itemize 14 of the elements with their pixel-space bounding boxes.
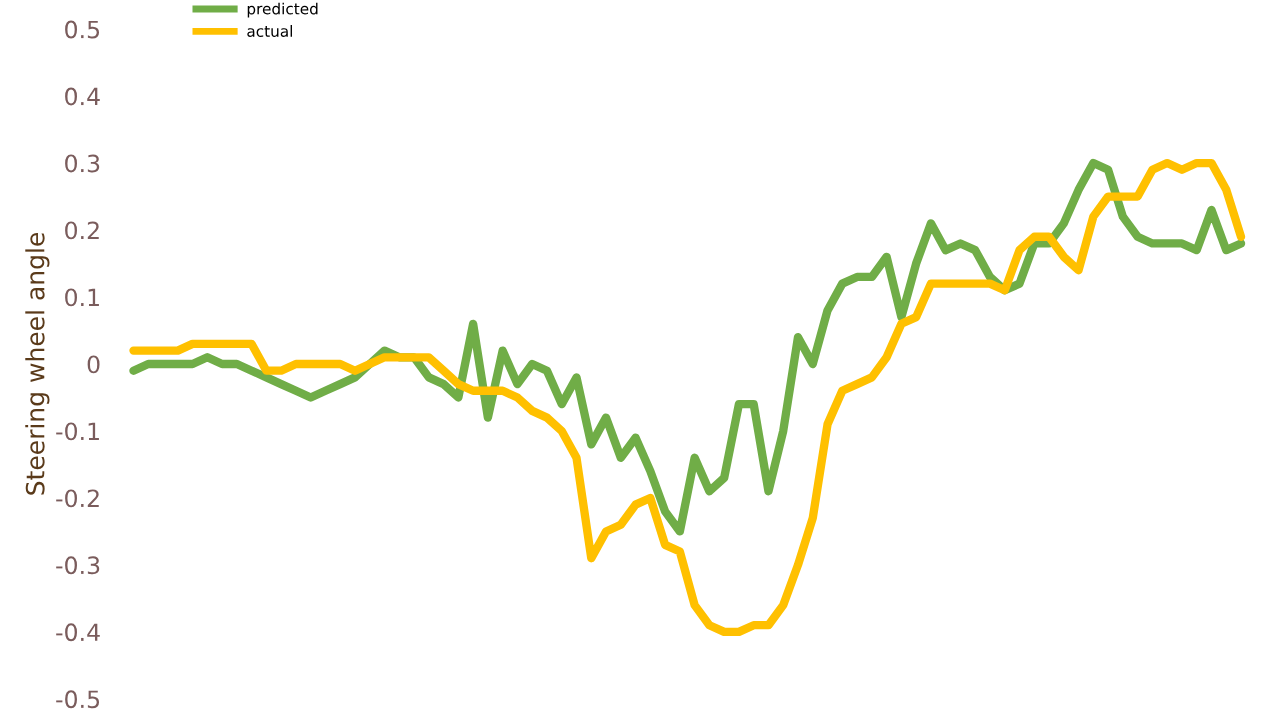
y-tick-label: 0.1 bbox=[65, 288, 99, 307]
y-tick-label: -0.3 bbox=[56, 556, 100, 575]
y-tick-label: -0.4 bbox=[56, 623, 100, 642]
y-tick-label: 0.2 bbox=[65, 221, 99, 240]
legend-label: actual bbox=[247, 25, 292, 37]
y-tick-label: 0.5 bbox=[65, 20, 100, 39]
y-tick-label: -0.2 bbox=[56, 489, 99, 508]
legend-label: predicted bbox=[247, 2, 318, 18]
y-tick-label: -0.1 bbox=[56, 422, 99, 441]
y-tick-label: 0.4 bbox=[65, 87, 100, 106]
y-tick-label: 0 bbox=[87, 355, 100, 374]
y-tick-label: 0.3 bbox=[65, 154, 100, 173]
y-axis-title: Steering wheel angle bbox=[25, 233, 50, 495]
y-tick-label: -0.5 bbox=[56, 690, 100, 709]
